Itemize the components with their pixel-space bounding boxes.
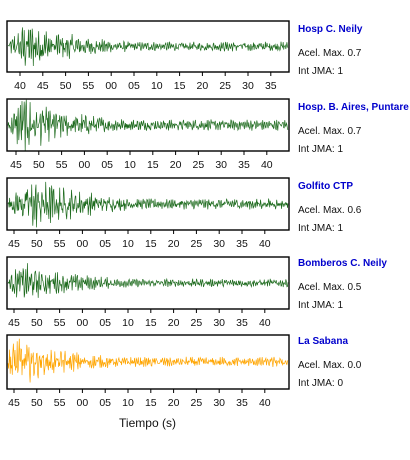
station-accel: Acel. Max. 0.7 [298, 48, 362, 59]
x-tick-label: 50 [31, 238, 43, 250]
x-tick-label: 20 [170, 159, 182, 171]
waveform-trace [7, 263, 289, 298]
x-tick-label: 10 [122, 238, 134, 250]
station-name: La Sabana [298, 336, 349, 347]
station-accel: Acel. Max. 0.5 [298, 282, 362, 293]
x-tick-label: 05 [99, 317, 111, 329]
x-tick-label: 05 [99, 238, 111, 250]
panel-2: 45 50 55 00 05 10 15 20 25 30 35 40 [6, 177, 290, 250]
station-info-4: La Sabana Acel. Max. 0.0 Int JMA: 0 [298, 336, 410, 391]
station-info-0: Hosp C. Neily Acel. Max. 0.7 Int JMA: 1 [298, 24, 410, 79]
x-tick-label: 55 [83, 80, 95, 92]
x-tick-label: 35 [236, 317, 248, 329]
station-accel: Acel. Max. 0.0 [298, 360, 362, 371]
x-tick-label: 10 [124, 159, 136, 171]
station-info-1: Hosp. B. Aires, Puntare Acel. Max. 0.7 I… [298, 102, 410, 157]
x-tick-label: 55 [54, 397, 66, 409]
waveform-trace [7, 99, 289, 151]
x-tick-label: 05 [101, 159, 113, 171]
panel-frame [6, 98, 290, 152]
x-tick-label: 25 [219, 80, 231, 92]
x-tick-label: 20 [168, 397, 180, 409]
x-tick-label: 05 [99, 397, 111, 409]
x-tick-label: 40 [259, 397, 271, 409]
station-jma: Int JMA: 0 [298, 378, 344, 389]
station-name: Hosp C. Neily [298, 24, 363, 35]
x-tick-label: 30 [213, 397, 225, 409]
x-tick-label: 45 [8, 317, 20, 329]
x-tick-label: 55 [54, 238, 66, 250]
panel-frame [6, 177, 290, 231]
x-tick-label: 15 [174, 80, 186, 92]
station-name: Bomberos C. Neily [298, 258, 387, 269]
x-tick-label: 00 [77, 238, 89, 250]
waveform-trace [7, 338, 289, 383]
panel-4: 45 50 55 00 05 10 15 20 25 30 35 40 [6, 334, 290, 409]
x-tick-label: 45 [37, 80, 49, 92]
x-tick-label: 50 [31, 317, 43, 329]
waveform-trace [7, 181, 289, 228]
x-tick-label: 00 [77, 397, 89, 409]
x-tick-label: 15 [145, 238, 157, 250]
x-tick-label: 40 [259, 238, 271, 250]
x-tick-label: 05 [128, 80, 140, 92]
x-tick-label: 40 [261, 159, 273, 171]
x-tick-label: 10 [122, 397, 134, 409]
x-tick-label: 55 [54, 317, 66, 329]
x-tick-label: 30 [215, 159, 227, 171]
x-tick-label: 25 [191, 238, 203, 250]
station-name: Hosp. B. Aires, Puntare [298, 102, 409, 113]
x-tick-label: 30 [242, 80, 254, 92]
x-tick-label: 50 [31, 397, 43, 409]
x-tick-label: 15 [145, 317, 157, 329]
panel-frame [6, 20, 290, 73]
station-name: Golfito CTP [298, 181, 353, 192]
x-tick-label: 25 [191, 317, 203, 329]
station-jma: Int JMA: 1 [298, 144, 344, 155]
x-tick-label: 00 [105, 80, 117, 92]
x-tick-label: 15 [145, 397, 157, 409]
x-tick-label: 35 [238, 159, 250, 171]
x-tick-label: 15 [147, 159, 159, 171]
x-tick-label: 40 [14, 80, 26, 92]
x-tick-label: 20 [168, 238, 180, 250]
x-tick-label: 10 [151, 80, 163, 92]
panel-1: 45 50 55 00 05 10 15 20 25 30 35 40 [6, 98, 290, 171]
station-jma: Int JMA: 1 [298, 223, 344, 234]
x-tick-label: 35 [236, 238, 248, 250]
station-accel: Acel. Max. 0.7 [298, 126, 362, 137]
panel-frame [6, 334, 290, 390]
x-tick-label: 20 [168, 317, 180, 329]
station-info-2: Golfito CTP Acel. Max. 0.6 Int JMA: 1 [298, 181, 410, 236]
x-tick-label: 00 [77, 317, 89, 329]
x-tick-label: 45 [8, 397, 20, 409]
x-tick-label: 30 [213, 238, 225, 250]
panel-3: 45 50 55 00 05 10 15 20 25 30 35 40 [6, 256, 290, 329]
station-accel: Acel. Max. 0.6 [298, 205, 362, 216]
x-tick-label: 30 [213, 317, 225, 329]
station-jma: Int JMA: 1 [298, 300, 344, 311]
x-tick-label: 50 [33, 159, 45, 171]
x-tick-label: 40 [259, 317, 271, 329]
station-jma: Int JMA: 1 [298, 66, 344, 77]
x-tick-label: 35 [265, 80, 277, 92]
x-tick-label: 00 [79, 159, 91, 171]
x-tick-label: 55 [56, 159, 68, 171]
panel-0: 40 45 50 55 00 05 10 15 20 25 30 35 [6, 20, 290, 92]
waveform-trace [7, 27, 289, 67]
x-tick-label: 45 [10, 159, 22, 171]
x-tick-label: 10 [122, 317, 134, 329]
station-info-3: Bomberos C. Neily Acel. Max. 0.5 Int JMA… [298, 258, 410, 313]
x-tick-label: 25 [193, 159, 205, 171]
x-tick-label: 35 [236, 397, 248, 409]
x-axis-label: Tiempo (s) [119, 416, 176, 430]
x-tick-label: 45 [8, 238, 20, 250]
x-tick-label: 20 [197, 80, 209, 92]
panel-frame [6, 256, 290, 310]
x-tick-label: 25 [191, 397, 203, 409]
x-tick-label: 50 [60, 80, 72, 92]
